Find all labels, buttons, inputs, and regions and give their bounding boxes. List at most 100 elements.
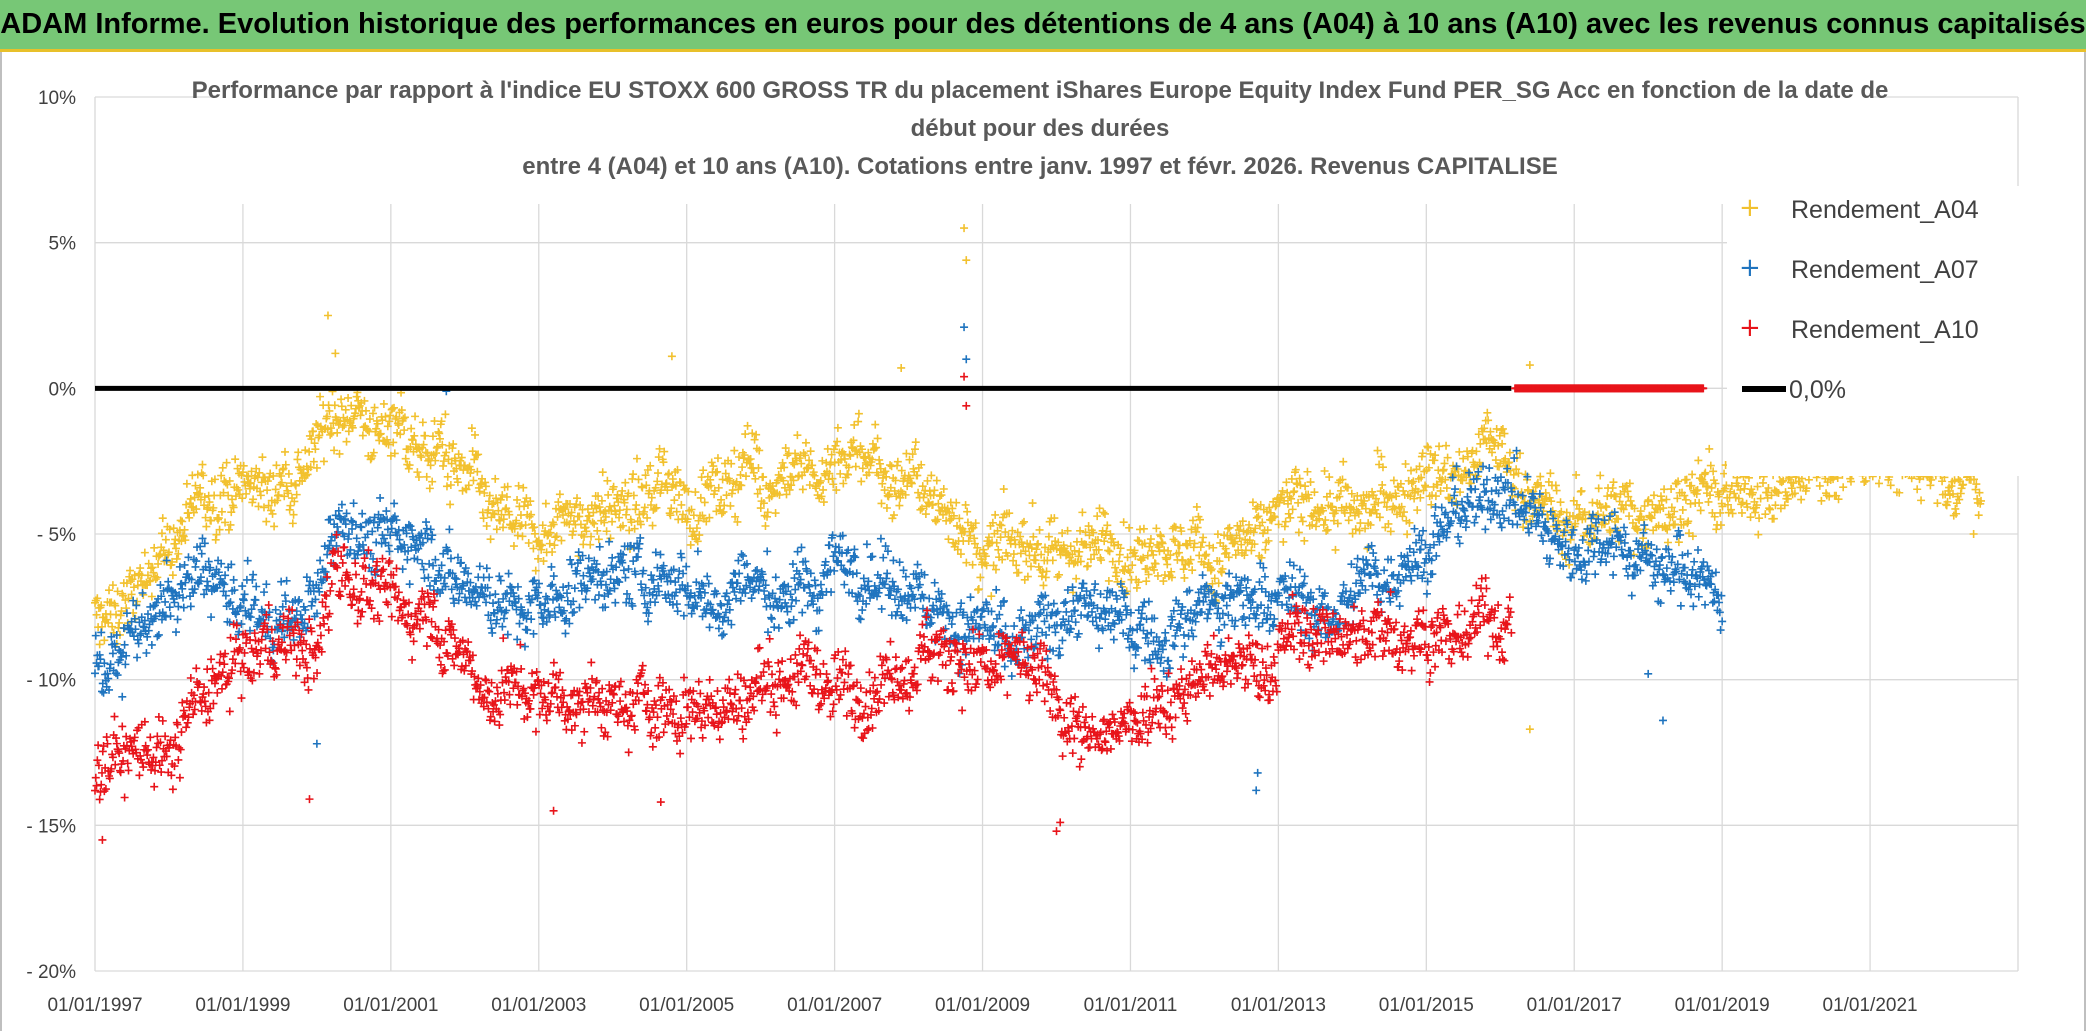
- data-point: [907, 479, 916, 488]
- data-point: [1804, 475, 1813, 484]
- data-point: [913, 560, 922, 569]
- data-point: [1043, 654, 1052, 663]
- data-point: [229, 503, 238, 512]
- data-point: [734, 485, 743, 494]
- data-point: [336, 592, 345, 601]
- data-point: [1290, 487, 1299, 496]
- data-point: [1005, 509, 1014, 518]
- data-point: [1309, 509, 1318, 518]
- data-point: [746, 455, 755, 463]
- data-point: [1021, 547, 1030, 556]
- data-point: [1577, 575, 1586, 584]
- data-point: [620, 498, 629, 507]
- data-point: [608, 553, 617, 562]
- data-point: [987, 592, 996, 601]
- data-point: [911, 438, 920, 447]
- data-point: [1274, 520, 1283, 529]
- data-point: [401, 454, 410, 463]
- data-point: [92, 610, 101, 619]
- data-point: [1196, 543, 1205, 552]
- data-point: [175, 773, 184, 782]
- data-point: [1546, 469, 1555, 478]
- data-point: [1389, 476, 1398, 485]
- data-point: [205, 498, 214, 507]
- data-point: [485, 491, 494, 500]
- data-point: [293, 455, 302, 464]
- data-point: [1218, 564, 1227, 573]
- data-point: [600, 518, 609, 527]
- data-point: [711, 468, 720, 477]
- data-point: [1164, 656, 1173, 665]
- data-point: [1062, 548, 1071, 557]
- data-point: [1170, 642, 1179, 651]
- data-point: [1044, 532, 1053, 541]
- data-point: [1339, 457, 1348, 466]
- data-point: [1256, 500, 1265, 509]
- data-point: [417, 453, 426, 462]
- data-point: [1119, 518, 1128, 527]
- data-point: [1158, 539, 1167, 548]
- data-point: [547, 562, 556, 571]
- data-point: [678, 510, 687, 519]
- data-point: [700, 498, 709, 507]
- data-point: [356, 411, 365, 420]
- data-point: [1625, 512, 1634, 521]
- data-point: [767, 614, 776, 623]
- data-point: [695, 531, 704, 540]
- data-point: [718, 631, 727, 640]
- data-point: [618, 486, 627, 495]
- data-point: [341, 405, 350, 414]
- data-point: [1591, 570, 1600, 579]
- data-point: [850, 545, 859, 554]
- data-point: [629, 491, 638, 500]
- data-point: [1631, 560, 1640, 569]
- data-point: [933, 515, 942, 524]
- data-point: [603, 476, 612, 485]
- data-point: [738, 463, 747, 472]
- data-point: [1104, 576, 1113, 585]
- data-point: [575, 603, 584, 612]
- data-point: [330, 446, 339, 455]
- data-point: [504, 569, 513, 578]
- data-point: [1609, 478, 1618, 487]
- data-point: [608, 517, 617, 526]
- outlier-point: [323, 311, 332, 320]
- data-point: [1110, 619, 1119, 628]
- data-point: [798, 608, 807, 617]
- data-point: [832, 486, 841, 495]
- data-point: [1152, 524, 1161, 533]
- data-point: [885, 490, 894, 499]
- outlier-point: [960, 323, 969, 332]
- data-point: [1062, 607, 1071, 616]
- data-point: [498, 491, 507, 500]
- data-point: [1147, 628, 1156, 637]
- data-point: [269, 471, 278, 480]
- data-point: [120, 640, 129, 649]
- data-point: [492, 525, 501, 534]
- data-point: [1472, 447, 1481, 456]
- data-point: [1193, 523, 1202, 532]
- data-point: [1222, 548, 1231, 557]
- data-point: [479, 514, 488, 523]
- data-point: [180, 560, 189, 569]
- data-point: [410, 431, 419, 440]
- data-point: [446, 500, 455, 509]
- data-point: [210, 475, 219, 484]
- data-point: [1237, 540, 1246, 549]
- data-point: [1098, 626, 1107, 635]
- data-point: [895, 558, 904, 567]
- data-point: [409, 637, 418, 646]
- data-point: [1678, 551, 1687, 560]
- data-point: [736, 470, 745, 479]
- data-point: [1777, 478, 1786, 487]
- data-point: [288, 519, 297, 528]
- data-point: [1066, 542, 1075, 551]
- data-point: [1058, 529, 1067, 538]
- data-point: [1109, 635, 1118, 644]
- data-point: [706, 481, 715, 490]
- data-point: [1144, 570, 1153, 579]
- data-point: [316, 631, 325, 640]
- data-point: [988, 518, 997, 527]
- data-point: [231, 455, 240, 464]
- data-point: [186, 673, 195, 682]
